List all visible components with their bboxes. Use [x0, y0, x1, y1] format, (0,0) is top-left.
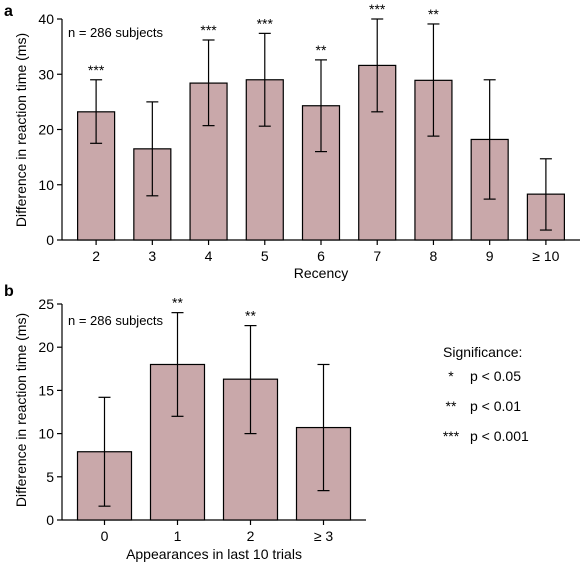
panel-a-x-tick-label: 6	[317, 248, 325, 264]
legend-title: Significance:	[443, 344, 522, 360]
panel-b-significance-mark: **	[245, 308, 256, 324]
legend-symbol-1: *	[448, 368, 454, 384]
panel-b-x-tick-label: 2	[247, 528, 255, 544]
panel-b: b n = 286 subjects Difference in reactio…	[4, 283, 366, 562]
panel-b-y-tick-label: 20	[38, 339, 54, 355]
panel-a-y-axis-title: Difference in reaction time (ms)	[13, 33, 29, 227]
panel-a-x-tick-label: 3	[148, 248, 156, 264]
panel-b-y-tick-label: 25	[38, 296, 54, 312]
panel-a-x-tick-label: 7	[373, 248, 381, 264]
panel-a-x-tick-label: 4	[205, 248, 213, 264]
panel-a-y-tick-label: 40	[38, 11, 54, 27]
panel-b-y-tick-label: 10	[38, 426, 54, 442]
legend-text-1: p < 0.05	[470, 368, 521, 384]
panel-a: a n = 286 subjects Difference in reactio…	[4, 1, 580, 281]
panel-a-x-tick-label: 9	[486, 248, 494, 264]
panel-b-plot-area: 0 5 10 15 20 25 0 1 ** 2 ** ≥ 3	[38, 295, 366, 544]
panel-b-significance-mark: **	[172, 295, 183, 311]
panel-a-annotation: n = 286 subjects	[68, 25, 164, 40]
panel-a-significance-mark: **	[428, 6, 439, 22]
panel-a-label: a	[4, 3, 13, 20]
panel-a-x-axis-title: Recency	[294, 265, 348, 281]
panel-a-y-tick-label: 0	[46, 232, 54, 248]
panel-b-y-tick-label: 5	[46, 469, 54, 485]
panel-a-x-tick-label: 5	[261, 248, 269, 264]
panel-b-x-tick-label: 0	[101, 528, 109, 544]
panel-b-annotation: n = 286 subjects	[68, 313, 164, 328]
panel-a-x-tick-label: 8	[430, 248, 438, 264]
panel-a-significance-mark: **	[316, 42, 327, 58]
panel-b-x-tick-label: ≥ 3	[314, 528, 334, 544]
panel-a-significance-mark: ***	[369, 1, 386, 17]
legend-text-3: p < 0.001	[470, 428, 529, 444]
panel-a-y-tick-label: 10	[38, 177, 54, 193]
panel-a-significance-mark: ***	[200, 22, 217, 38]
panel-a-significance-mark: ***	[257, 15, 274, 31]
panel-b-y-tick-label: 0	[46, 512, 54, 528]
legend-text-2: p < 0.01	[470, 398, 521, 414]
panel-b-y-axis-title: Difference in reaction time (ms)	[13, 313, 29, 507]
panel-b-x-tick-label: 1	[174, 528, 182, 544]
panel-a-plot-area: 0 10 20 30 40 2 *** 3 4 *** 5 *** 6 ** 7 *** 8 ** 9 ≥ 10	[38, 1, 580, 264]
panel-a-y-tick-label: 30	[38, 66, 54, 82]
panel-a-y-tick-label: 20	[38, 122, 54, 138]
legend-symbol-2: **	[446, 398, 457, 414]
legend-symbol-3: ***	[443, 428, 460, 444]
panel-b-y-tick-label: 15	[38, 382, 54, 398]
panel-a-x-tick-label: ≥ 10	[532, 248, 559, 264]
significance-legend: Significance: * p < 0.05 ** p < 0.01 ***…	[443, 344, 529, 444]
panel-b-x-axis-title: Appearances in last 10 trials	[126, 546, 302, 562]
panel-a-x-tick-label: 2	[92, 248, 100, 264]
panel-b-label: b	[4, 283, 14, 300]
panel-a-significance-mark: ***	[88, 62, 105, 78]
